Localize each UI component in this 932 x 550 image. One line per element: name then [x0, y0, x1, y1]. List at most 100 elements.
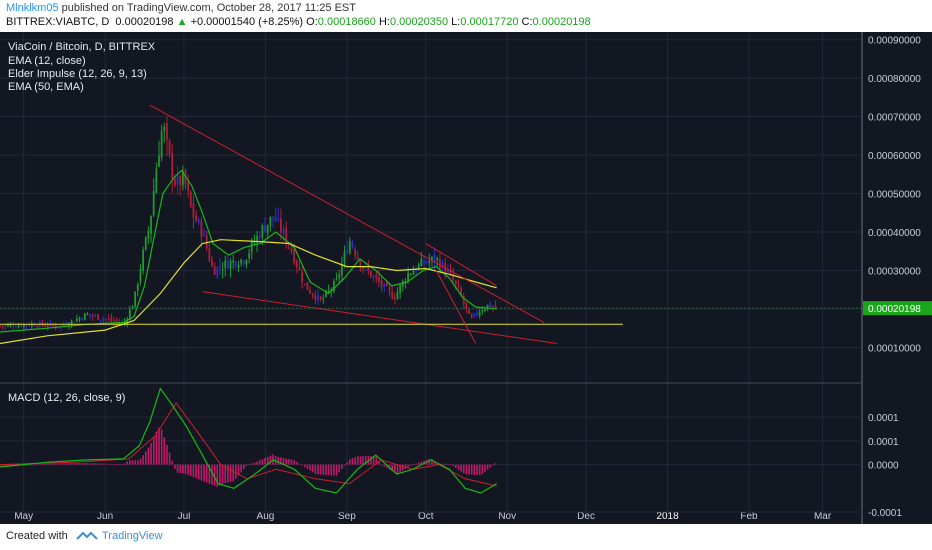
macd-hist-bar	[375, 456, 378, 465]
created-with-text: Created with	[6, 530, 68, 542]
y-tick-label: 0.00030000	[868, 266, 921, 277]
macd-hist-bar	[213, 464, 216, 486]
candle-body	[412, 270, 415, 275]
candle-body	[280, 218, 282, 233]
legend-entry: EMA (12, close)	[8, 55, 86, 67]
macd-hist-bar	[52, 463, 54, 465]
macd-hist-bar	[36, 464, 38, 466]
y-tick-label: 0.00050000	[868, 190, 921, 201]
candle-body	[425, 261, 428, 263]
candle-body	[97, 314, 99, 320]
candle-body	[144, 236, 147, 250]
candle-body	[348, 240, 351, 254]
candle-body	[123, 322, 126, 324]
macd-hist-bar	[380, 464, 383, 466]
candle-body	[216, 267, 219, 277]
macd-hist-bar	[391, 464, 393, 472]
author-link[interactable]: Mlnklkm05	[6, 2, 59, 14]
chart-title: ViaCoin / Bitcoin, D, BITTREX	[8, 41, 156, 53]
candle-body	[105, 318, 107, 320]
candle-body	[446, 269, 449, 273]
macd-hist-bar	[266, 456, 269, 465]
candle-body	[423, 260, 425, 264]
candle-body	[240, 259, 243, 264]
candle-body	[41, 321, 44, 326]
macd-hist-bar	[494, 463, 497, 465]
macd-hist-bar	[402, 464, 404, 471]
candle-body	[150, 215, 152, 234]
header: Mlnklkm05 published on TradingView.com, …	[0, 0, 932, 32]
legend-entry: Elder Impulse (12, 26, 9, 13)	[8, 68, 147, 80]
candle-body	[4, 325, 7, 327]
candle-body	[136, 283, 139, 291]
macd-y-tick-label: -0.0001	[868, 508, 902, 519]
chart-canvas[interactable]: May Jun Jul Aug Sep Oct Nov Dec 2018 Feb Mar 0.0001…	[0, 32, 932, 524]
macd-hist-bar	[290, 459, 293, 465]
candle-body	[211, 259, 213, 267]
candle-body	[303, 283, 306, 285]
candle-body	[179, 176, 182, 186]
candle-body	[346, 250, 349, 254]
macd-hist-bar	[60, 463, 62, 465]
low-value: 0.00017720	[460, 16, 519, 28]
tradingview-logo-icon	[76, 531, 98, 540]
ema-50-line	[0, 239, 497, 345]
candle-body	[248, 253, 250, 259]
candle-body	[277, 218, 280, 220]
candle-body	[317, 295, 319, 301]
candle-body	[393, 297, 396, 300]
macd-hist-bar	[174, 464, 176, 469]
candle-body	[452, 274, 455, 281]
macd-hist-bar	[364, 456, 367, 465]
macd-hist-bar	[465, 464, 468, 475]
macd-hist-bar	[258, 460, 261, 465]
last-price-tag	[863, 301, 932, 316]
candle-body	[7, 324, 9, 327]
candle-body	[115, 320, 118, 322]
candle-body	[253, 242, 256, 244]
macd-hist-bar	[152, 436, 155, 465]
lower-trendline	[202, 291, 558, 345]
candle-body	[396, 291, 399, 300]
candle-body	[221, 269, 224, 271]
macd-hist-bar	[235, 464, 237, 479]
macd-hist-bar	[433, 460, 436, 465]
macd-hist-bar	[473, 464, 476, 475]
macd-hist-bar	[245, 464, 248, 466]
candle-body	[359, 259, 362, 267]
candle-body	[311, 293, 314, 296]
candle-body	[314, 295, 317, 300]
candle-body	[478, 311, 481, 316]
macd-hist-bar	[301, 464, 303, 466]
macd-hist-bar	[298, 463, 301, 465]
macd-hist-bar	[346, 462, 348, 465]
candle-body	[269, 216, 272, 226]
candle-body	[462, 295, 465, 304]
candle-body	[256, 235, 258, 243]
candle-body	[439, 258, 441, 269]
macd-hist-bar	[343, 464, 346, 466]
macd-hist-bar	[25, 464, 28, 466]
macd-hist-bar	[396, 464, 399, 474]
candle-body	[258, 235, 261, 239]
macd-hist-bar	[227, 464, 229, 483]
candle-body	[44, 325, 46, 327]
candle-body	[322, 297, 325, 299]
macd-hist-bar	[423, 460, 425, 465]
macd-hist-bar	[139, 458, 142, 465]
tradingview-brand[interactable]: TradingView	[102, 530, 163, 542]
macd-hist-bar	[131, 460, 134, 465]
macd-hist-bar	[256, 461, 258, 465]
last-price: 0.00020198	[115, 16, 174, 28]
macd-hist-bar	[158, 427, 160, 465]
macd-hist-bar	[219, 464, 221, 486]
macd-hist-bar	[303, 464, 306, 468]
macd-hist-bar	[277, 456, 280, 465]
macd-y-tick-label: 0.0001	[868, 437, 899, 448]
macd-hist-bar	[203, 464, 205, 482]
candle-body	[113, 320, 115, 322]
close-value: 0.00020198	[532, 16, 591, 28]
macd-hist-bar	[309, 464, 311, 471]
candle-body	[89, 314, 91, 316]
macd-hist-bar	[28, 464, 30, 466]
